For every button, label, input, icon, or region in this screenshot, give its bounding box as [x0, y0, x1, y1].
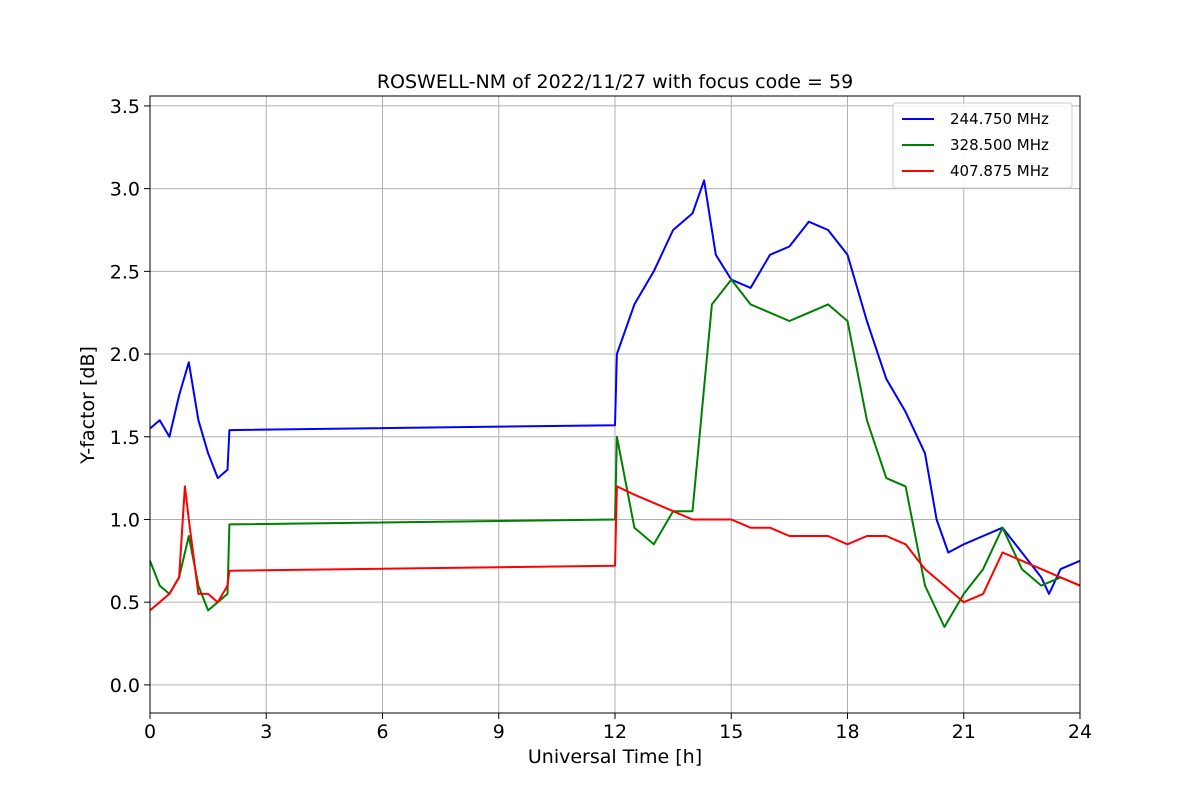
y-tick-label: 2.0	[110, 344, 140, 366]
series-group	[149, 179, 1081, 628]
x-tick-label: 3	[260, 721, 272, 743]
series-line-1	[149, 179, 1081, 595]
x-tick-label: 21	[952, 721, 976, 743]
x-tick-label: 24	[1068, 721, 1092, 743]
series-line-2	[149, 278, 1081, 628]
chart-title: ROSWELL-NM of 2022/11/27 with focus code…	[377, 71, 853, 93]
x-tick-label: 15	[719, 721, 743, 743]
y-tick-label: 1.5	[110, 427, 140, 449]
x-tick-label: 6	[376, 721, 388, 743]
x-tick-label: 12	[603, 721, 627, 743]
x-tick-label: 18	[835, 721, 859, 743]
y-tick-label: 3.5	[110, 96, 140, 118]
legend-label-3: 407.875 MHz	[950, 162, 1049, 180]
series-line-3	[149, 485, 1081, 612]
legend-label-2: 328.500 MHz	[950, 136, 1049, 154]
y-tick-label: 1.0	[110, 509, 140, 531]
y-tick-label: 0.5	[110, 592, 140, 614]
legend-box	[892, 102, 1073, 189]
axis-ticks: 0 3 6 9 12 15 18 21 24 0.0 0.5 1.0 1.5 2.0 2.5 3.0 3.5	[110, 96, 1092, 743]
y-tick-label: 2.5	[110, 261, 140, 283]
legend-label-1: 244.750 MHz	[950, 110, 1049, 128]
y-tick-label: 3.0	[110, 179, 140, 201]
y-axis-label: Y-factor [dB]	[77, 346, 99, 465]
legend: 244.750 MHz 328.500 MHz 407.875 MHz	[892, 102, 1073, 189]
y-tick-label: 0.0	[110, 675, 140, 697]
x-tick-label: 0	[144, 721, 156, 743]
x-axis-label: Universal Time [h]	[528, 746, 702, 768]
x-tick-label: 9	[493, 721, 505, 743]
